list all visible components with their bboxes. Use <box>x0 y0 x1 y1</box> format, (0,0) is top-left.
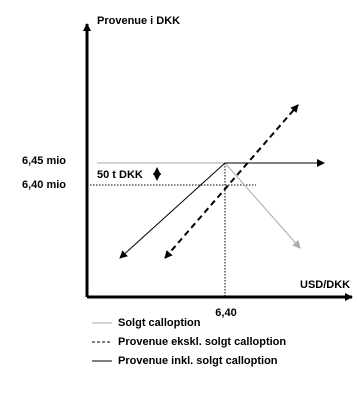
legend-label: Provenue ekskl. solgt calloption <box>118 336 286 348</box>
call-line <box>224 162 301 249</box>
annotation: 50 t DKK <box>97 169 143 181</box>
x-tick-label: 6,40 <box>215 307 236 319</box>
y-tick-label: 6,40 mio <box>22 179 66 191</box>
y-axis-label: Provenue i DKK <box>97 15 180 27</box>
legend-label: Provenue inkl. solgt calloption <box>118 355 278 367</box>
x-axis-label: USD/DKK <box>300 279 350 291</box>
legend-label: Solgt calloption <box>118 317 201 329</box>
excl-line <box>164 104 299 259</box>
y-tick-label: 6,45 mio <box>22 155 66 167</box>
